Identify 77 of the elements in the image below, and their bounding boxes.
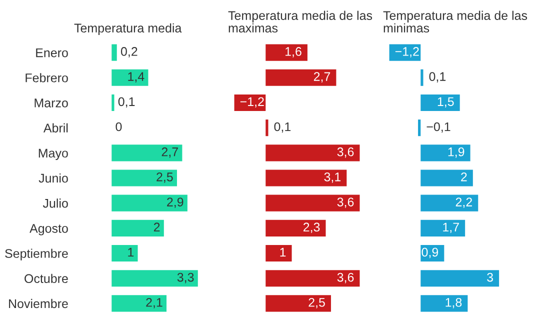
bar [266,194,360,212]
y-tick-label: Marzo [34,98,68,108]
bar [112,270,198,287]
bar [112,170,177,186]
bar [420,194,478,212]
y-tick-label: Enero [36,48,68,58]
data-label: 2,7 [162,147,178,158]
data-label: 2,7 [314,72,330,82]
bar [420,295,468,312]
data-label: 1,4 [128,72,144,82]
bar [112,144,182,162]
bar [266,244,292,262]
y-tick-label: Junio [38,173,68,183]
data-label: 0,1 [274,122,291,133]
y-tick-label: Mayo [38,148,68,160]
bar [420,144,470,162]
bar [266,220,326,236]
chart-title: Temperatura media [74,23,182,35]
data-label: 1,7 [443,222,459,234]
bar [112,44,117,61]
data-label: 2,5 [308,298,325,308]
bar [112,94,114,112]
data-label: 2,3 [303,222,320,234]
y-tick-label: Septiembre [5,248,68,260]
data-label: 3,6 [337,272,354,284]
y-tick-label: Febrero [26,73,68,82]
y-tick-label: Octubre [24,274,68,284]
data-label: 3,6 [337,147,354,158]
data-label: 1,8 [446,298,462,308]
bar [420,270,500,287]
data-label: 2 [461,172,467,182]
data-label: 0 [116,122,122,132]
data-label: 2,1 [146,298,162,308]
y-tick-label: Abril [43,123,68,132]
bar [266,270,360,287]
bar [420,69,424,86]
data-label: 0,1 [118,97,135,108]
data-label: 0,1 [429,72,446,82]
bar [418,120,421,136]
data-label: 3 [487,272,493,282]
data-label: 2,2 [456,198,472,208]
data-label: −0,1 [426,122,450,133]
y-tick-label: Agosto [30,224,68,236]
bar [266,144,360,162]
bar [420,220,466,236]
data-label: 2,5 [156,172,173,183]
data-label: 1,5 [438,97,454,108]
data-label: 3,3 [177,272,194,284]
bar [112,220,164,236]
bar [266,295,331,312]
y-tick-label: Julio [42,198,68,208]
chart-title: Temperatura media de las minimas [383,10,528,33]
bar [112,295,167,312]
data-label: 3,1 [324,172,341,183]
bar [420,170,473,186]
data-label: −1,2 [240,97,264,108]
bar [266,44,308,61]
data-label: 0,9 [422,248,438,258]
data-label: 0,2 [120,47,138,58]
data-label: 1 [280,248,286,257]
data-label: 1 [128,248,134,257]
data-label: −1,2 [395,47,419,58]
chart-title: Temperatura media de las maximas [228,10,372,33]
bar [112,244,138,262]
y-tick-label: Noviembre [9,298,68,308]
bar [266,170,347,186]
bar [266,120,268,136]
data-label: 2 [154,222,160,232]
bar [234,94,266,112]
bar [420,94,460,112]
data-label: 3,6 [337,198,354,208]
bar [112,69,148,86]
bar [266,69,336,86]
data-label: 1,6 [286,47,302,58]
bar [112,194,188,212]
data-label: 2,9 [167,198,184,208]
data-label: 1,9 [448,147,464,158]
